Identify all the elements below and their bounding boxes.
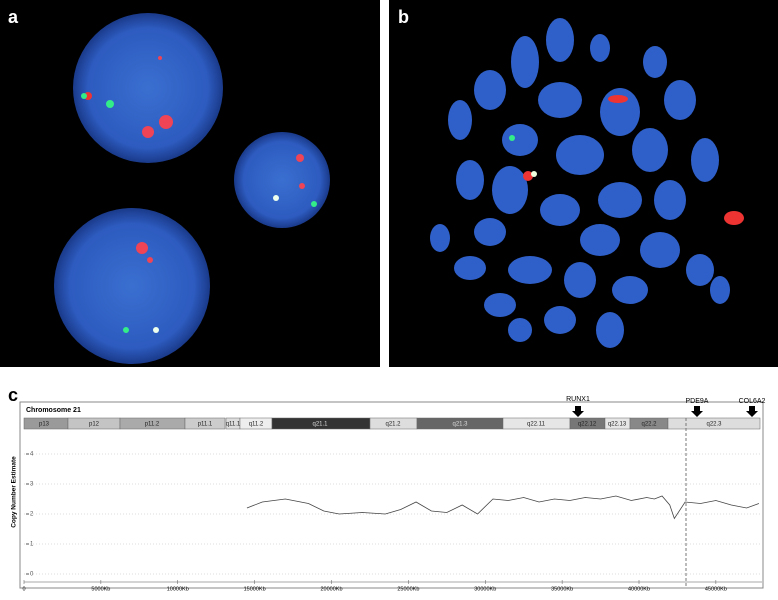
band-label: p11.2 [145,422,160,428]
marker-arrows [572,406,758,417]
y-tick-label: 3 [30,482,34,488]
panel-label: b [398,7,409,27]
x-tick-label: 35000Kb [551,586,573,592]
y-tick-label: 0 [30,572,34,578]
x-tick-label: 15000Kb [244,586,266,592]
chart-frame [19,401,764,589]
panel-b-image: b [389,0,778,367]
y-tick-label: 1 [30,542,34,548]
y-tick-label: 4 [30,452,34,458]
band-label: p11.1 [198,422,213,428]
band-label: q21.2 [385,422,401,428]
marker-label: RUNX1 [566,396,590,403]
panel-label: a [8,7,19,27]
band-label: p12 [89,422,100,428]
band-label: q22.11 [527,422,546,428]
x-tick-label: 10000Kb [167,586,189,592]
band-label: q21.1 [312,422,328,428]
marker-label: PDE9A [686,398,709,405]
x-tick-label: 40000Kb [628,586,650,592]
y-axis-label: Copy Number Estimate [11,456,18,528]
panel-a-image: a [0,0,380,367]
band-label: q21.3 [452,422,468,428]
band-label: p13 [39,422,50,428]
band-label: q22.12 [578,422,597,428]
band-label: q11.1 [226,422,241,428]
x-tick-label: 30000Kb [474,586,496,592]
copy-number-line [246,495,760,520]
chart-title: Chromosome 21 [26,407,81,414]
marker-label: COL6A2 [739,398,766,405]
plot: 0 1 2 3 4 0 5000Kb 10000Kb 15000Kb 20000Kb 25000Kb… [22,452,762,592]
x-tick-label: 5000Kb [91,586,110,592]
x-tick-label: 25000Kb [397,586,419,592]
x-tick-label: 20000Kb [320,586,342,592]
band-label: q22.3 [706,422,722,428]
panel-label: c [8,385,18,405]
ideogram [23,417,761,430]
band-label: q22.2 [641,422,657,428]
band-label: q11.2 [249,422,264,428]
y-tick-label: 2 [30,512,34,518]
band-label: q22.13 [608,422,627,428]
x-tick-label: 0 [22,586,25,592]
x-tick-label: 45000Kb [705,586,727,592]
